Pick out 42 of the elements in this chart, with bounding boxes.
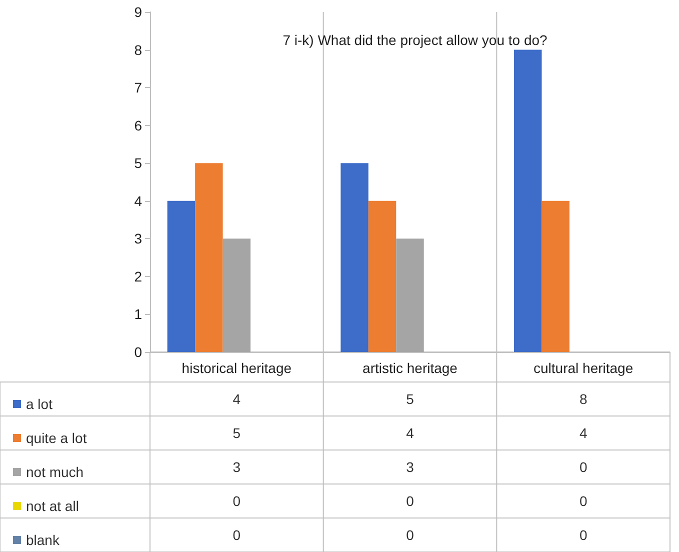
data-label: 8 <box>579 391 588 407</box>
data-label: 3 <box>406 459 414 475</box>
data-label: 0 <box>232 527 241 543</box>
legend-label: blank <box>26 532 60 548</box>
y-tick-label: 3 <box>134 230 142 247</box>
data-label: 4 <box>579 425 588 441</box>
y-tick-label: 0 <box>134 344 142 360</box>
data-label: 0 <box>406 527 414 543</box>
x-tick-label: artistic heritage <box>362 360 458 376</box>
data-label: 0 <box>579 527 588 543</box>
data-label: 0 <box>406 493 414 509</box>
y-tick-label: 1 <box>134 306 142 322</box>
bar <box>195 163 223 352</box>
bar <box>396 238 424 352</box>
legend-label: not at all <box>26 498 79 514</box>
data-label: 0 <box>579 493 588 509</box>
y-tick-label: 6 <box>134 117 142 134</box>
legend-label: not much <box>26 464 84 480</box>
data-label: 0 <box>232 493 241 509</box>
bar <box>167 200 196 352</box>
y-tick-label: 5 <box>134 155 142 172</box>
legend-label: a lot <box>26 396 53 412</box>
x-tick-label: cultural heritage <box>534 360 634 376</box>
bar <box>542 200 570 352</box>
y-tick-label: 4 <box>134 192 142 209</box>
data-label: 3 <box>232 459 241 475</box>
bar <box>514 50 542 352</box>
data-label: 4 <box>406 425 414 441</box>
bar <box>368 200 396 352</box>
y-tick-label: 7 <box>134 80 142 96</box>
y-tick-label: 9 <box>134 4 142 20</box>
legend-label: quite a lot <box>26 430 87 446</box>
bar <box>222 238 251 352</box>
data-label: 5 <box>406 391 414 407</box>
x-tick-label: historical heritage <box>182 360 292 376</box>
data-label: 4 <box>232 391 241 407</box>
data-label: 0 <box>579 459 588 475</box>
text: 7 i-k) What did the project allow you to do? <box>282 32 548 48</box>
data-label: 5 <box>232 425 241 441</box>
y-tick-label: 8 <box>134 42 142 58</box>
y-tick-label: 2 <box>134 268 142 284</box>
bar <box>340 163 368 352</box>
